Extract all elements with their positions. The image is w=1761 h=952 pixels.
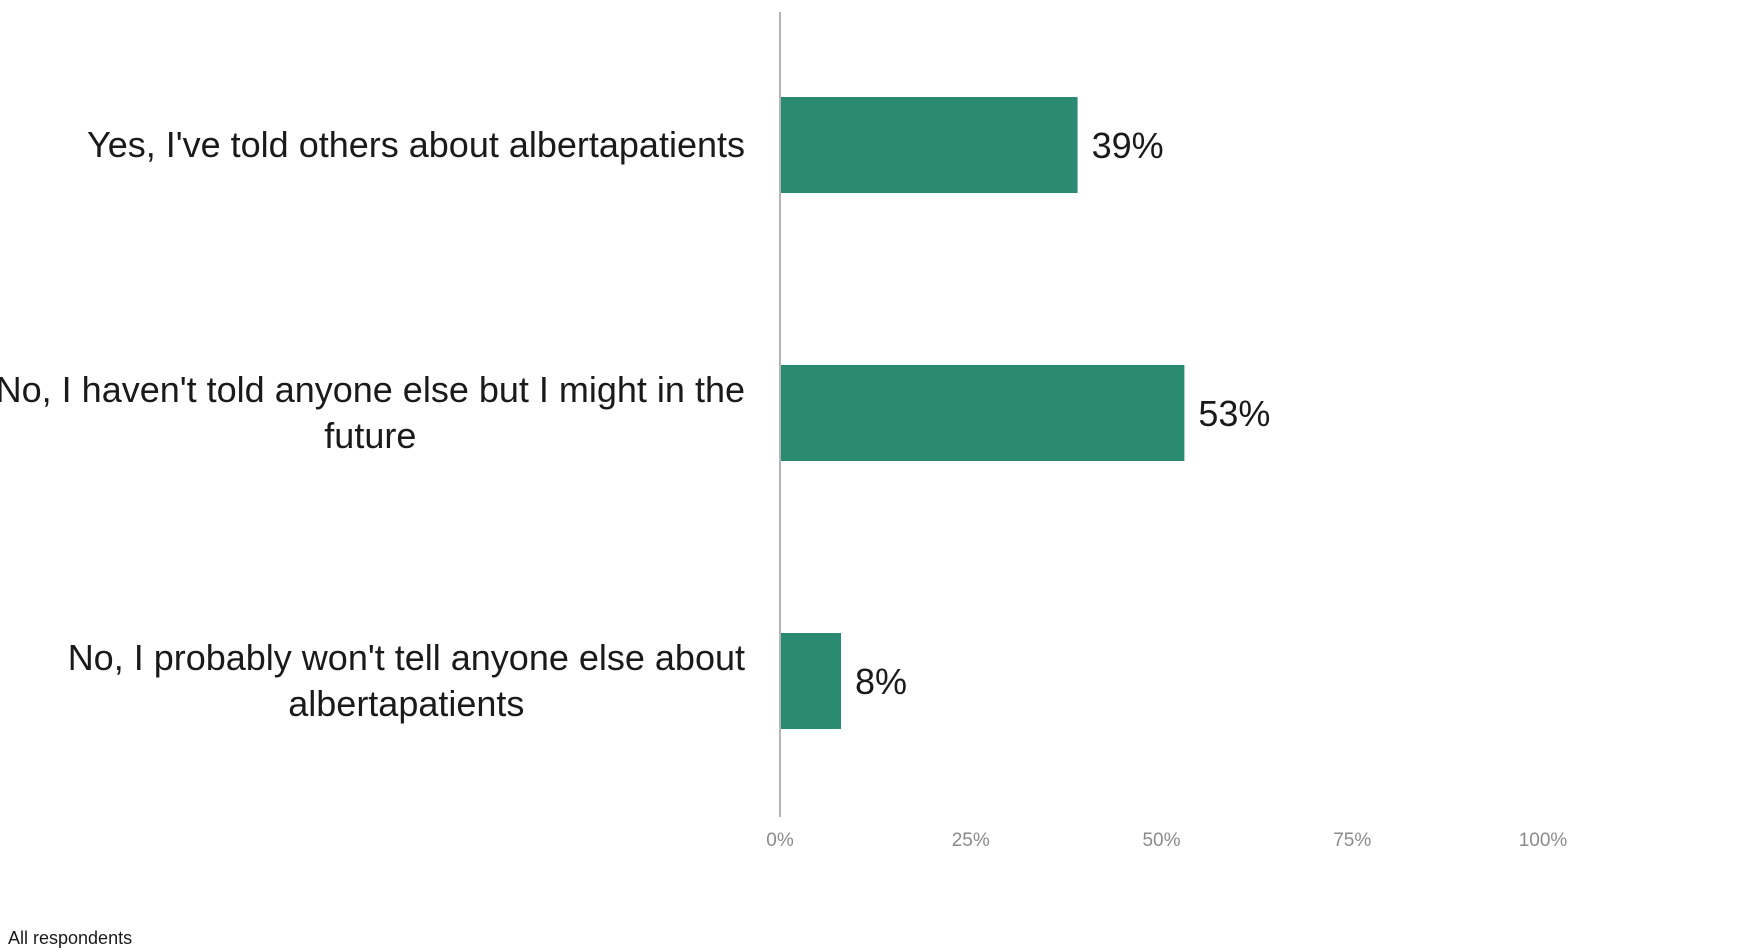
value-labels-group: 39% 53% 8% [855,125,1270,702]
value-label-2: 53% [1198,393,1270,434]
category-label-3: No, I probably won't tell anyone else ab… [68,637,745,724]
category-label-1: Yes, I've told others about albertapatie… [87,124,745,165]
bar-2 [780,365,1185,461]
x-tick-label-50: 50% [1142,830,1180,851]
value-label-3: 8% [855,661,907,702]
x-tick-labels-group: 0% 25% 50% 75% 100% [766,830,1567,851]
category-label-2: No, I haven't told anyone else but I mig… [0,369,745,456]
category-labels-group: Yes, I've told others about albertapatie… [0,124,745,724]
x-tick-label-0: 0% [766,830,794,851]
bar-3 [780,633,842,729]
bar-1 [780,97,1078,193]
bars-group [780,97,1185,729]
x-tick-label-75: 75% [1333,830,1371,851]
x-tick-label-100: 100% [1519,830,1568,851]
x-tick-label-25: 25% [952,830,990,851]
footnote: All respondents [8,928,133,948]
value-label-1: 39% [1092,125,1164,166]
